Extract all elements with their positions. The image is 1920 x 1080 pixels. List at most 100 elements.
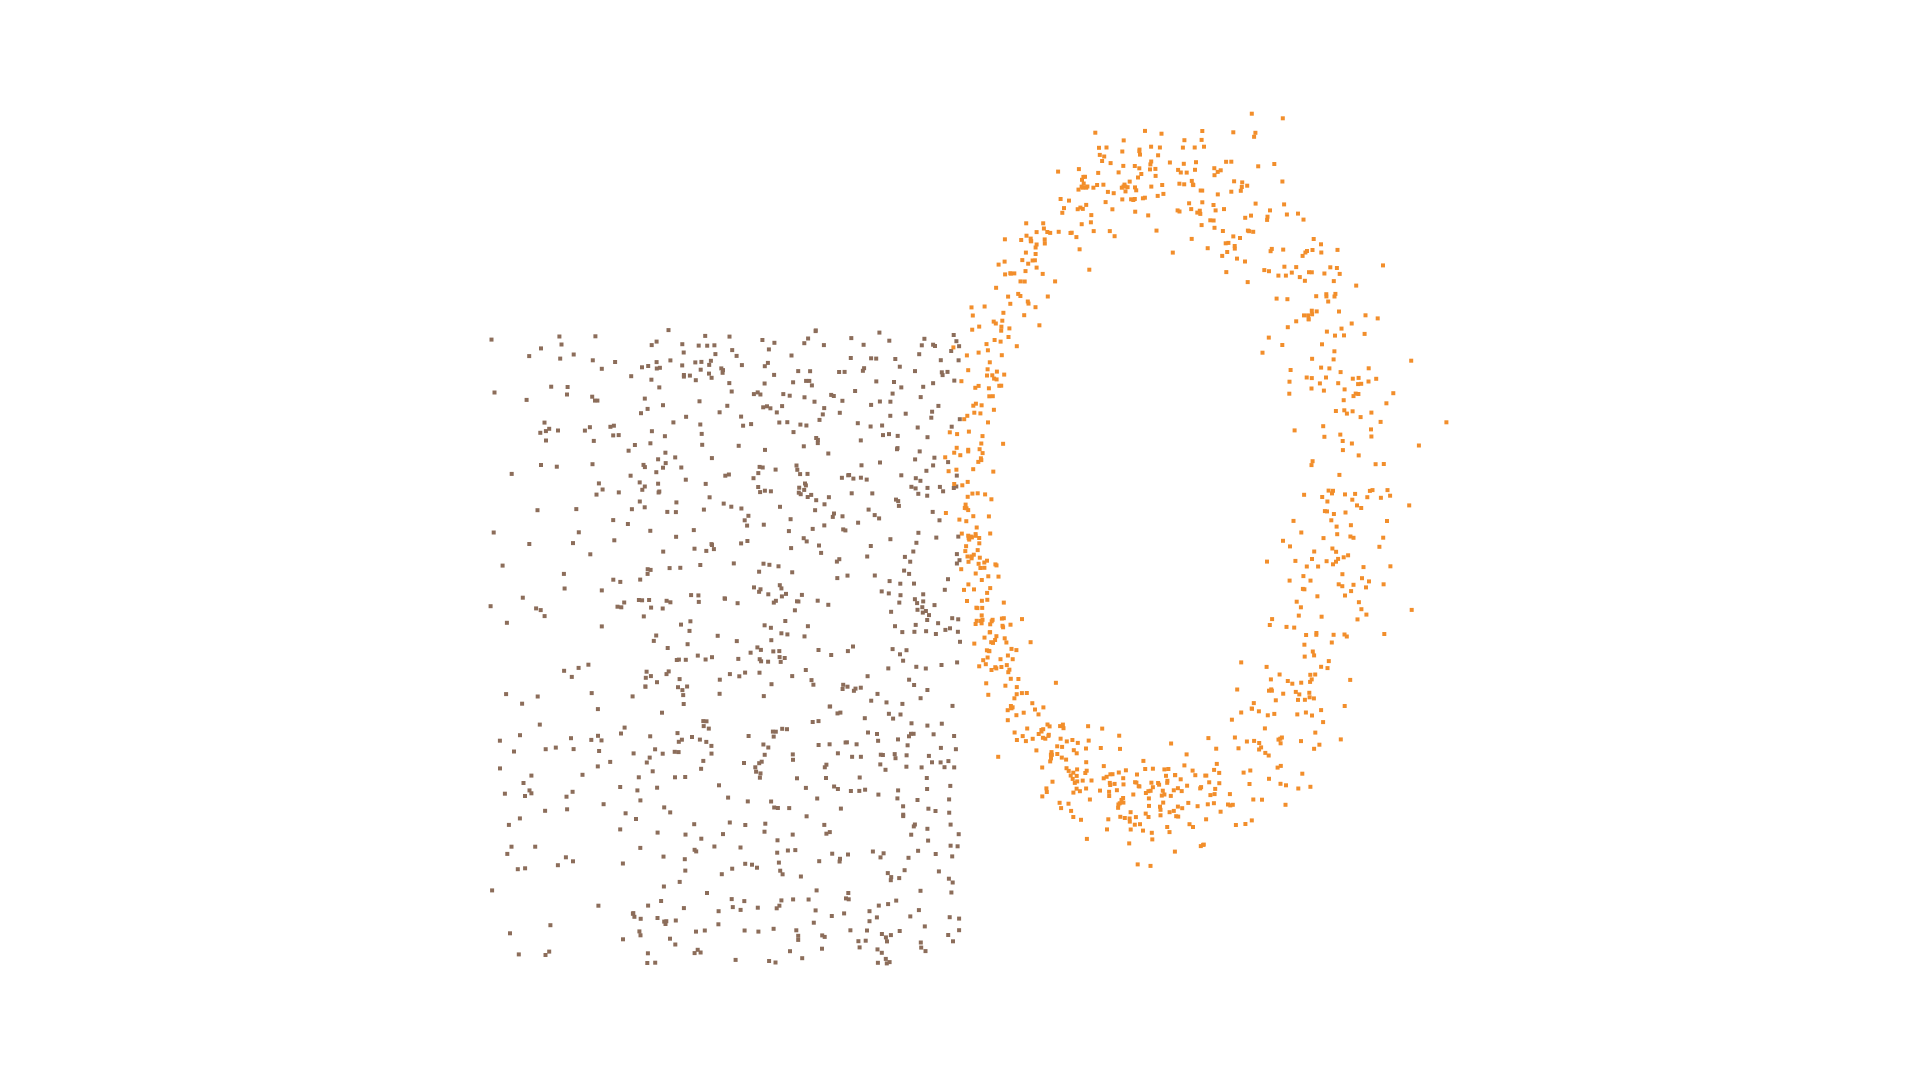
scatter-point (1078, 205, 1083, 210)
scatter-point (661, 884, 666, 889)
scatter-point (1342, 704, 1347, 708)
scatter-point (1362, 331, 1367, 336)
scatter-point (996, 262, 1001, 267)
scatter-point (1098, 788, 1102, 793)
scatter-point (1378, 419, 1383, 424)
scatter-point (1316, 564, 1321, 569)
scatter-point (763, 447, 767, 452)
scatter-point (894, 898, 899, 903)
scatter-point (731, 561, 736, 566)
scatter-point (654, 366, 659, 371)
scatter-point (1302, 278, 1307, 283)
scatter-point (795, 776, 799, 781)
scatter-point (1287, 391, 1292, 396)
scatter-point (758, 490, 763, 495)
scatter-point (758, 647, 763, 652)
scatter-point (966, 533, 971, 538)
scatter-point (773, 960, 778, 965)
scatter-point (932, 603, 937, 608)
scatter-point (689, 593, 694, 598)
scatter-point (1293, 689, 1298, 694)
scatter-point (878, 460, 882, 465)
scatter-point (1301, 217, 1306, 222)
scatter-point (1299, 680, 1304, 685)
scatter-point (1356, 600, 1361, 605)
scatter-point (1299, 739, 1303, 744)
scatter-point (1000, 623, 1005, 628)
scatter-point (868, 424, 873, 429)
scatter-point (1301, 574, 1306, 579)
scatter-point (743, 823, 748, 827)
scatter-point (765, 404, 769, 409)
scatter-point (492, 390, 497, 395)
scatter-point (923, 609, 928, 613)
scatter-point (548, 923, 553, 928)
scatter-point (948, 843, 953, 848)
scatter-point (777, 655, 782, 660)
scatter-point (760, 338, 765, 342)
scatter-point (1014, 648, 1019, 653)
scatter-point (1222, 207, 1226, 212)
scatter-point (1003, 683, 1008, 688)
scatter-point (877, 399, 882, 404)
scatter-point (886, 902, 891, 907)
scatter-point (651, 638, 656, 643)
scatter-point (600, 487, 605, 492)
scatter-point (1239, 185, 1244, 189)
scatter-point (802, 487, 807, 492)
scatter-point (1217, 781, 1222, 786)
scatter-point (829, 653, 834, 657)
scatter-point (975, 548, 980, 553)
scatter-point (745, 539, 750, 543)
scatter-point (645, 951, 650, 956)
scatter-point (710, 655, 714, 660)
scatter-point (729, 504, 734, 509)
scatter-point (1187, 201, 1192, 206)
scatter-point (955, 629, 960, 634)
scatter-point (956, 617, 961, 622)
scatter-point (673, 775, 677, 780)
scatter-point (1205, 246, 1210, 251)
scatter-point (558, 356, 563, 361)
scatter-point (1369, 434, 1374, 439)
scatter-point (982, 565, 987, 570)
scatter-point (1079, 184, 1084, 189)
scatter-point (986, 514, 991, 519)
scatter-point (1036, 712, 1041, 717)
scatter-point (1340, 439, 1345, 443)
scatter-point (1110, 772, 1115, 777)
scatter-point (712, 343, 717, 348)
scatter-point (675, 731, 680, 736)
scatter-point (1282, 264, 1287, 269)
scatter-point (1074, 235, 1079, 240)
scatter-point (1320, 342, 1324, 347)
scatter-point (1014, 713, 1019, 718)
scatter-point (645, 406, 650, 411)
scatter-point (800, 956, 805, 961)
scatter-point (1338, 737, 1343, 742)
scatter-point (904, 648, 909, 653)
scatter-point (796, 490, 801, 495)
scatter-point (1340, 572, 1345, 577)
scatter-point (1333, 409, 1338, 413)
scatter-point (760, 465, 765, 470)
scatter-point (1306, 313, 1311, 318)
scatter-point (539, 346, 543, 351)
scatter-point (502, 791, 507, 796)
scatter-point (1014, 692, 1019, 697)
scatter-point (1121, 776, 1126, 781)
scatter-point (1335, 247, 1340, 252)
scatter-point (933, 632, 938, 636)
scatter-point (1033, 245, 1038, 250)
scatter-point (666, 328, 671, 333)
scatter-point (1292, 428, 1297, 433)
scatter-point (971, 514, 976, 519)
scatter-point (1148, 788, 1153, 793)
scatter-point (1302, 313, 1306, 318)
scatter-point (1064, 766, 1069, 771)
scatter-point (977, 664, 982, 669)
scatter-point (846, 891, 851, 895)
scatter-point (742, 518, 747, 523)
scatter-point (707, 495, 712, 500)
scatter-point (1116, 805, 1121, 810)
